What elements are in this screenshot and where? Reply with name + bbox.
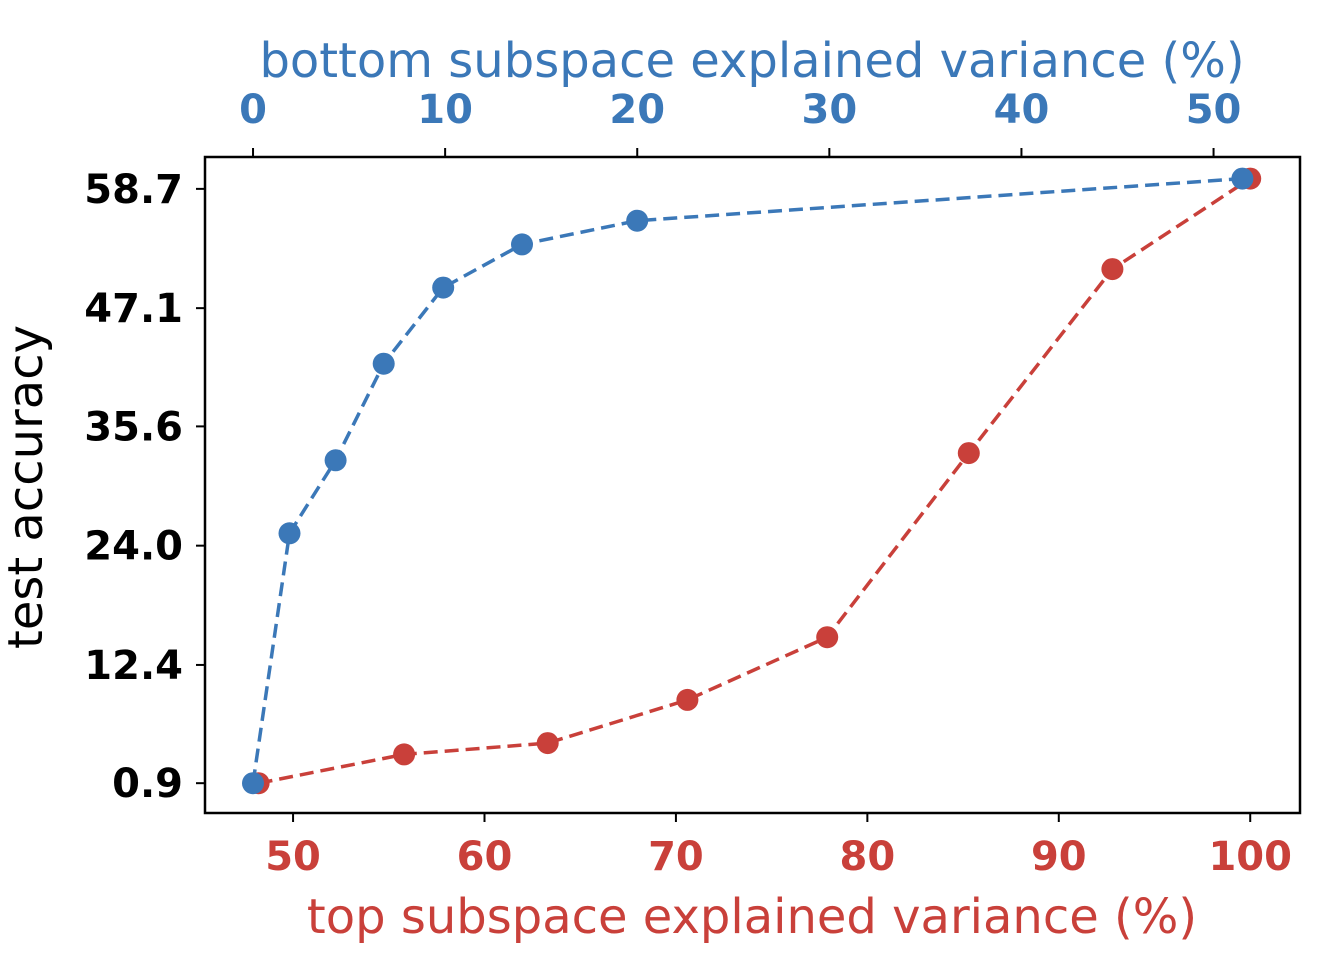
series-bottom-point bbox=[816, 626, 839, 649]
x-bottom-tick-label: 100 bbox=[1208, 834, 1292, 880]
top-axis-title: bottom subspace explained variance (%) bbox=[259, 33, 1244, 89]
series-top-point bbox=[372, 352, 395, 375]
series-top-point bbox=[278, 522, 301, 545]
series-top-line bbox=[251, 176, 1243, 784]
x-bottom-tick-label: 50 bbox=[265, 834, 321, 880]
x-bottom-tick-label: 90 bbox=[1031, 834, 1087, 880]
series-bottom-point bbox=[1101, 258, 1124, 281]
x-top-tick-label: 30 bbox=[802, 87, 858, 133]
series-top-point bbox=[626, 209, 649, 232]
series-bottom-point bbox=[676, 688, 699, 711]
x-bottom-tick-label: 70 bbox=[648, 834, 704, 880]
series-top-point bbox=[242, 772, 264, 795]
y-tick-label: 58.7 bbox=[84, 167, 183, 213]
y-tick-label: 0.9 bbox=[112, 761, 183, 807]
series-top-point bbox=[1231, 167, 1254, 190]
series-bottom-point bbox=[957, 442, 980, 465]
series-top-point bbox=[432, 276, 455, 299]
y-axis-title: test accuracy bbox=[0, 325, 54, 649]
y-tick-label: 24.0 bbox=[84, 524, 183, 570]
x-bottom-tick-label: 60 bbox=[457, 834, 513, 880]
plot-frame bbox=[203, 155, 1302, 815]
series-top-point bbox=[511, 233, 533, 256]
bottom-axis-title: top subspace explained variance (%) bbox=[307, 889, 1197, 945]
x-bottom-tick-label: 80 bbox=[840, 834, 896, 880]
x-top-tick-label: 0 bbox=[239, 87, 267, 133]
x-top-tick-label: 50 bbox=[1186, 87, 1242, 133]
x-top-tick-label: 20 bbox=[609, 87, 665, 133]
series-top-point bbox=[324, 449, 347, 472]
tick-labels: 0.9 12.4 24.0 35.6 47.1 58.7 50 60 70 80 90 100 0 10 2… bbox=[84, 87, 1292, 880]
series-bottom-point bbox=[536, 732, 559, 755]
y-tick-label: 12.4 bbox=[84, 643, 183, 689]
tick-marks bbox=[196, 148, 1252, 822]
x-top-tick-label: 40 bbox=[994, 87, 1050, 133]
plot-marks bbox=[242, 167, 1262, 795]
y-tick-label: 47.1 bbox=[84, 286, 183, 332]
series-bottom-point bbox=[393, 743, 416, 766]
x-top-tick-label: 10 bbox=[417, 87, 473, 133]
series-bottom-line bbox=[258, 177, 1252, 785]
y-tick-label: 35.6 bbox=[84, 404, 183, 450]
